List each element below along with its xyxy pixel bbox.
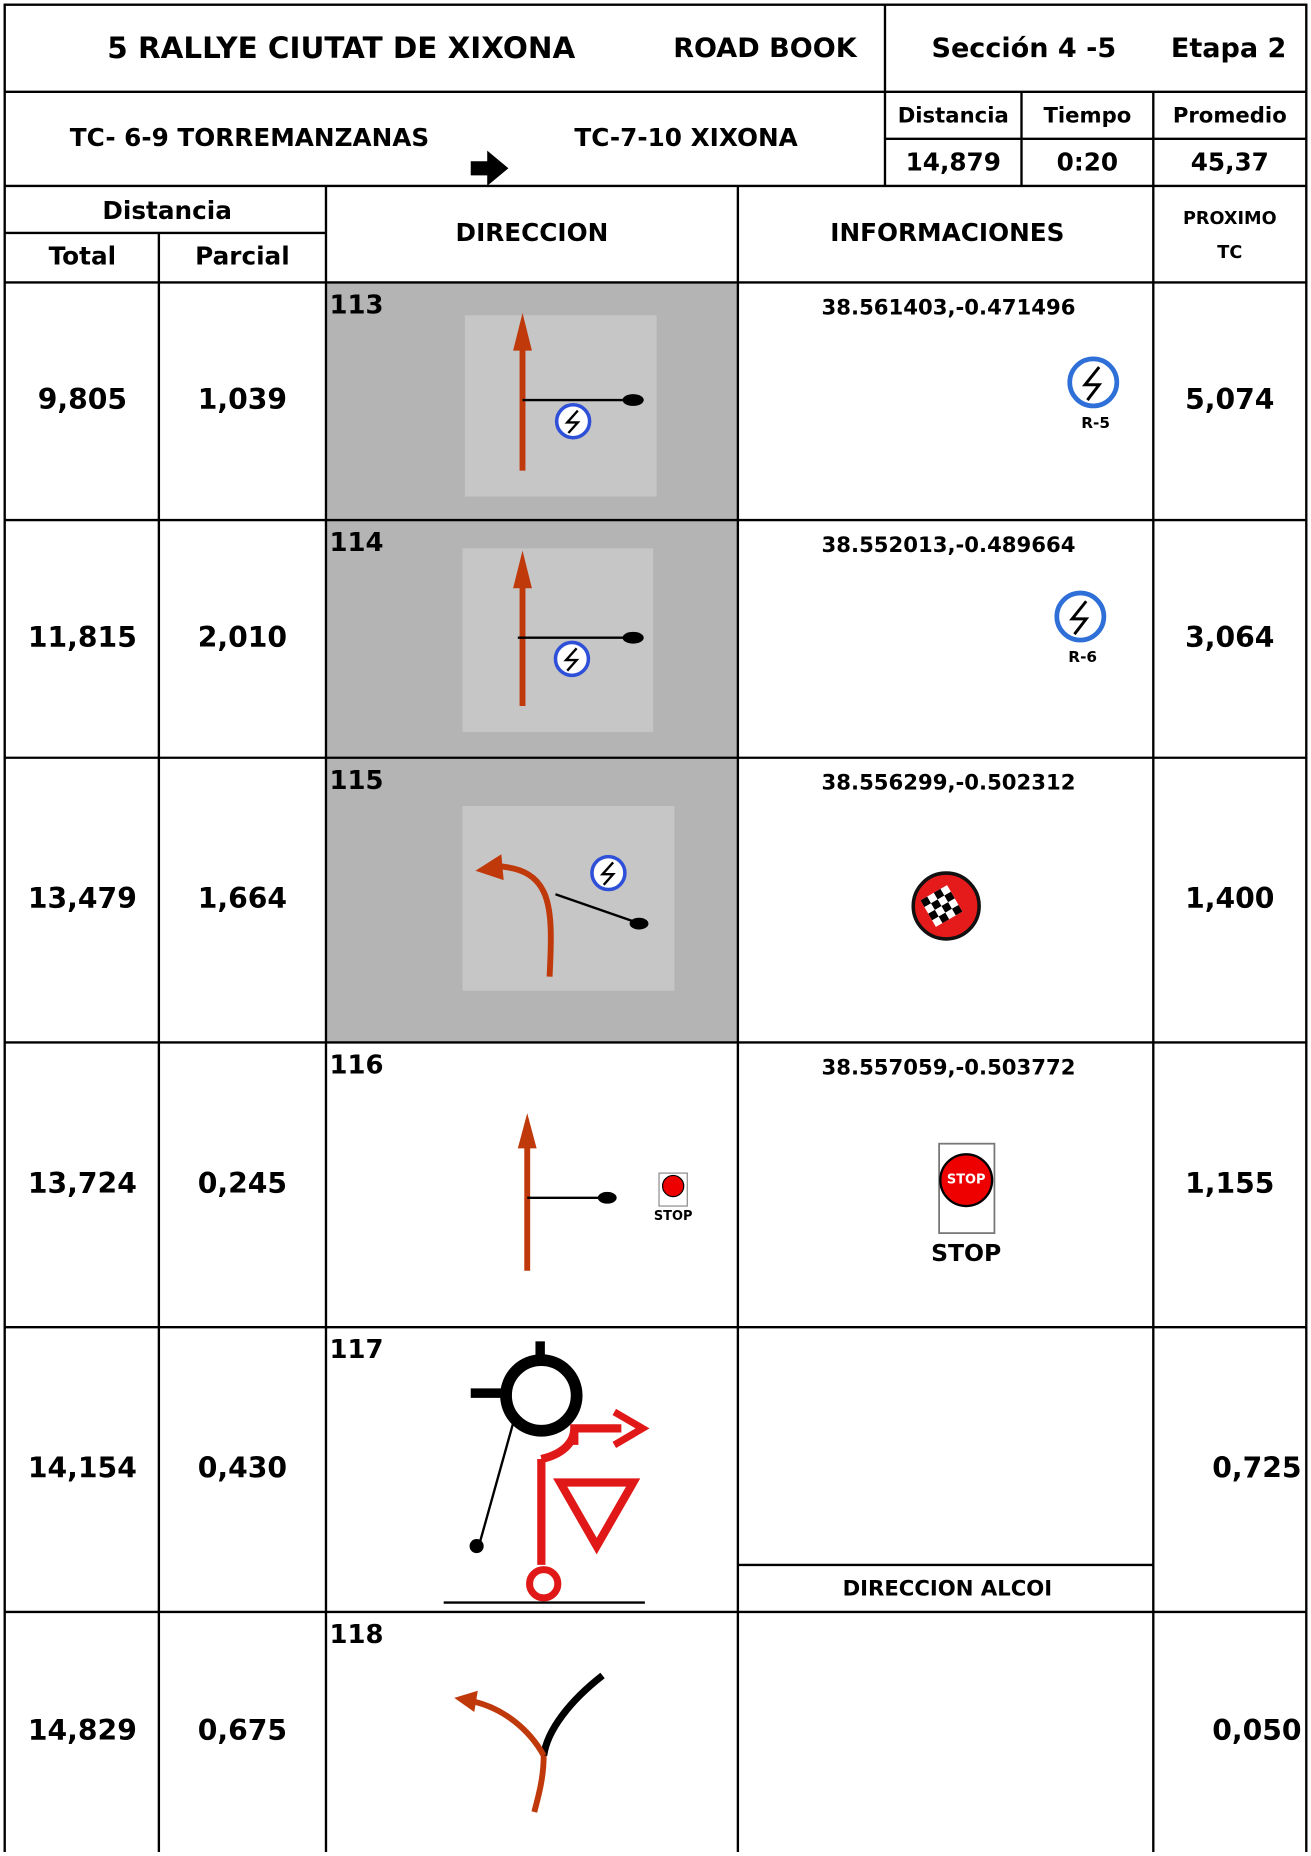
row-proximo: 0,725 — [1212, 1452, 1301, 1485]
row-coords: 38.561403,-0.471496 — [822, 294, 1076, 319]
section: Sección 4 -5 — [931, 33, 1116, 64]
summary-value: 14,879 — [906, 148, 1001, 177]
diagram-114 — [513, 550, 644, 706]
stage: Etapa 2 — [1171, 33, 1287, 64]
summary-value: 45,37 — [1191, 148, 1269, 177]
row-coords: 38.557059,-0.503772 — [822, 1054, 1076, 1079]
route-from: TC- 6-9 TORREMANZANAS — [70, 123, 429, 152]
diagram-116 — [517, 1113, 688, 1271]
row-coords: 38.552013,-0.489664 — [822, 532, 1076, 557]
sign-label: R-5 — [1081, 414, 1110, 432]
col-header: DIRECCION — [456, 218, 609, 247]
title: 5 RALLYE CIUTAT DE XIXONA — [107, 31, 575, 65]
summary-label: Promedio — [1173, 102, 1287, 127]
row-parcial: 0,430 — [198, 1452, 287, 1485]
row-coords: 38.556299,-0.502312 — [822, 770, 1076, 795]
row-number: 113 — [330, 290, 384, 320]
row-proximo: 1,155 — [1185, 1167, 1274, 1200]
summary-label: Tiempo — [1043, 102, 1131, 127]
summary-value: 0:20 — [1057, 148, 1118, 177]
col-header: Parcial — [195, 242, 290, 271]
col-header: PROXIMO — [1183, 209, 1277, 229]
col-header: Total — [49, 242, 117, 271]
diagram-panel — [464, 315, 657, 497]
row-note: DIRECCION ALCOI — [843, 1576, 1053, 1601]
row-number: 116 — [330, 1051, 384, 1081]
info-icons — [911, 356, 1120, 1234]
row-parcial: 1,664 — [198, 882, 287, 915]
col-header: INFORMACIONES — [830, 218, 1064, 247]
row-number: 115 — [330, 766, 384, 796]
sign-label: STOP — [654, 1209, 693, 1224]
diagram-panel — [462, 548, 654, 732]
table-grid — [3, 3, 1308, 1856]
col-header: Distancia — [102, 196, 232, 225]
row-parcial: 0,675 — [198, 1714, 287, 1747]
diagram-113 — [513, 312, 644, 471]
summary-label: Distancia — [898, 102, 1009, 127]
row-total: 9,805 — [38, 383, 127, 416]
row-total: 14,829 — [28, 1714, 137, 1747]
row-parcial: 0,245 — [198, 1167, 287, 1200]
route-arrow — [470, 150, 509, 186]
diagram-115 — [475, 854, 649, 977]
row-number: 114 — [330, 528, 384, 558]
col-header: TC — [1217, 243, 1242, 263]
route-to: TC-7-10 XIXONA — [574, 123, 797, 152]
doc-type: ROAD BOOK — [673, 33, 858, 64]
diagram-117 — [443, 1341, 650, 1604]
backgrounds — [325, 282, 738, 1043]
row-parcial: 2,010 — [198, 621, 287, 654]
row-number: 117 — [330, 1335, 384, 1365]
sign-label: R-6 — [1068, 648, 1097, 666]
diagram-118 — [454, 1672, 605, 1813]
row-total: 13,724 — [28, 1167, 137, 1200]
row-proximo: 1,400 — [1185, 882, 1274, 915]
row-total: 11,815 — [28, 621, 137, 654]
row-total: 14,154 — [28, 1452, 137, 1485]
row-proximo: 3,064 — [1185, 621, 1274, 654]
sign-label: STOP — [947, 1173, 986, 1188]
sign-label: STOP — [931, 1239, 1001, 1267]
row-total: 13,479 — [28, 882, 137, 915]
row-proximo: 5,074 — [1185, 383, 1274, 416]
row-parcial: 1,039 — [198, 383, 287, 416]
row-proximo: 0,050 — [1212, 1714, 1301, 1747]
rows: 9,805 1,039 113 38.561403,-0.471496 5,074 11,… — [28, 290, 1302, 1747]
row-number: 118 — [330, 1620, 384, 1650]
outer-border — [3, 3, 1308, 1856]
